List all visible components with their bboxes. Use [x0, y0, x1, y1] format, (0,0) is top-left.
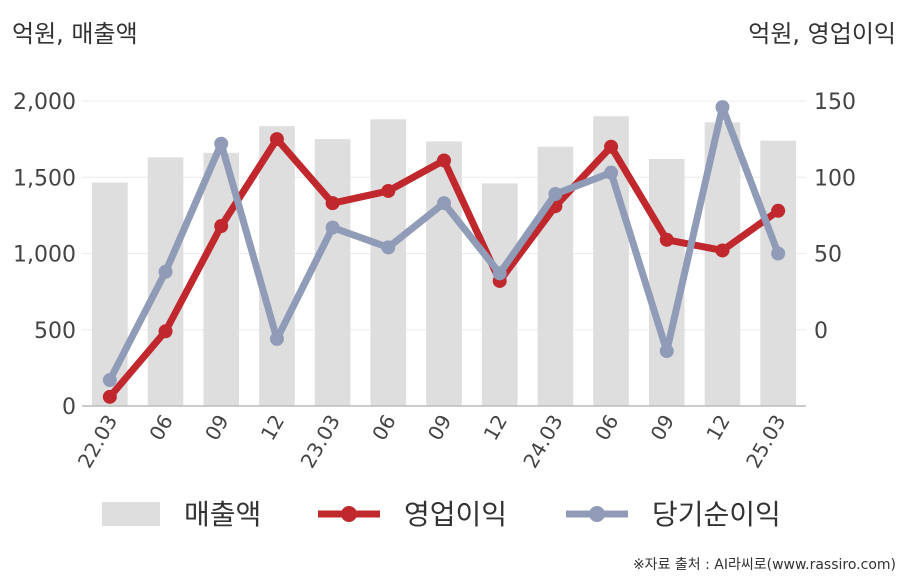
x-tick-label: 06	[144, 411, 178, 445]
legend-label-net-income: 당기순이익	[652, 498, 781, 531]
bar-revenue	[147, 157, 184, 406]
left-tick-label: 1,000	[13, 243, 76, 268]
x-tick-label: 24.03	[518, 411, 567, 473]
left-axis-unit-label: 억원, 매출액	[12, 20, 138, 48]
point-net-income	[659, 344, 674, 359]
point-operating-profit	[715, 243, 730, 258]
right-tick-label: 150	[814, 90, 856, 115]
point-net-income	[492, 266, 507, 281]
legend-label-revenue: 매출액	[184, 498, 261, 531]
point-net-income	[548, 187, 563, 202]
point-operating-profit	[325, 196, 340, 211]
point-net-income	[437, 196, 451, 211]
x-tick-label: 09	[646, 411, 680, 445]
bar-revenue	[259, 126, 295, 406]
point-net-income	[381, 240, 396, 255]
point-operating-profit	[214, 219, 229, 234]
bar-revenue	[648, 158, 685, 406]
x-tick-label: 06	[590, 411, 624, 445]
line-series-group	[102, 100, 786, 404]
x-tick-label: 12	[479, 411, 513, 445]
legend-swatch-revenue	[102, 502, 160, 526]
source-note: ※자료 출처 : AI라씨로(www.rassiro.com)	[632, 557, 896, 573]
point-net-income	[325, 220, 340, 235]
bar-revenue	[314, 139, 351, 406]
left-tick-label: 2,000	[13, 90, 76, 115]
x-tick-label: 09	[200, 411, 234, 445]
x-tick-label: 09	[423, 411, 457, 445]
bar-revenue	[481, 183, 518, 406]
point-net-income	[214, 136, 229, 151]
point-operating-profit	[381, 183, 396, 198]
legend-marker-net-income	[589, 506, 605, 522]
point-net-income	[158, 264, 173, 279]
point-net-income	[771, 246, 786, 261]
left-tick-label: 0	[62, 395, 76, 420]
right-tick-label: 100	[814, 166, 856, 191]
legend-marker-operating-profit	[341, 506, 357, 522]
x-tick-label: 12	[256, 411, 290, 445]
point-net-income	[604, 165, 619, 180]
point-net-income	[269, 331, 284, 346]
point-operating-profit	[437, 153, 451, 168]
x-tick-label: 25.03	[741, 411, 790, 473]
point-net-income	[102, 373, 117, 388]
point-operating-profit	[659, 232, 674, 247]
x-tick-label: 06	[367, 411, 401, 445]
point-operating-profit	[158, 324, 173, 339]
point-operating-profit	[102, 389, 117, 404]
x-tick-label: 23.03	[296, 411, 345, 473]
bar-series-group	[92, 116, 796, 407]
right-tick-label: 50	[814, 243, 842, 268]
right-axis-unit-label: 억원, 영업이익	[748, 20, 896, 48]
bar-revenue	[760, 140, 796, 406]
bar-revenue	[370, 119, 407, 407]
point-net-income	[715, 100, 730, 115]
legend: 매출액 영업이익 당기순이익	[102, 498, 781, 531]
point-operating-profit	[604, 139, 619, 154]
bar-revenue	[92, 182, 128, 406]
left-tick-label: 1,500	[13, 166, 76, 191]
x-tick-label: 12	[701, 411, 735, 445]
point-operating-profit	[771, 203, 786, 218]
left-tick-label: 500	[34, 319, 76, 344]
point-operating-profit	[269, 132, 284, 147]
x-tick-label: 22.03	[73, 411, 122, 473]
right-tick-label: 0	[814, 319, 828, 344]
legend-label-operating-profit: 영업이익	[404, 498, 507, 531]
